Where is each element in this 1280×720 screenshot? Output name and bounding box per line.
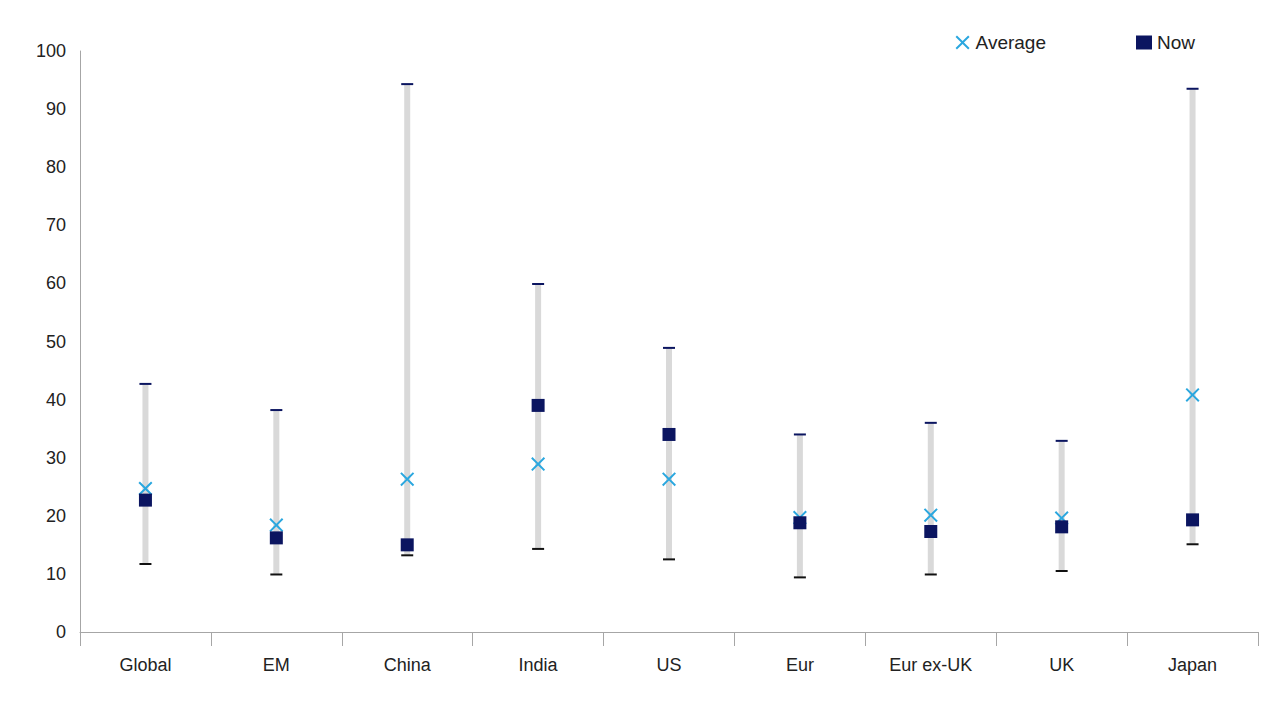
svg-text:40: 40 [46, 390, 66, 410]
svg-text:70: 70 [46, 215, 66, 235]
svg-text:UK: UK [1049, 655, 1074, 675]
svg-text:Eur: Eur [786, 655, 814, 675]
svg-text:50: 50 [46, 332, 66, 352]
svg-text:60: 60 [46, 273, 66, 293]
svg-text:Japan: Japan [1168, 655, 1217, 675]
svg-text:20: 20 [46, 506, 66, 526]
svg-text:US: US [656, 655, 681, 675]
svg-text:10: 10 [46, 564, 66, 584]
svg-text:30: 30 [46, 448, 66, 468]
svg-text:90: 90 [46, 99, 66, 119]
svg-text:Global: Global [119, 655, 171, 675]
svg-text:Eur ex-UK: Eur ex-UK [889, 655, 972, 675]
svg-text:80: 80 [46, 157, 66, 177]
svg-text:EM: EM [263, 655, 290, 675]
svg-text:Now: Now [1157, 32, 1195, 53]
svg-text:India: India [519, 655, 559, 675]
svg-text:China: China [384, 655, 432, 675]
svg-text:0: 0 [56, 622, 66, 642]
svg-text:Average: Average [976, 32, 1046, 53]
svg-text:100: 100 [36, 41, 66, 61]
